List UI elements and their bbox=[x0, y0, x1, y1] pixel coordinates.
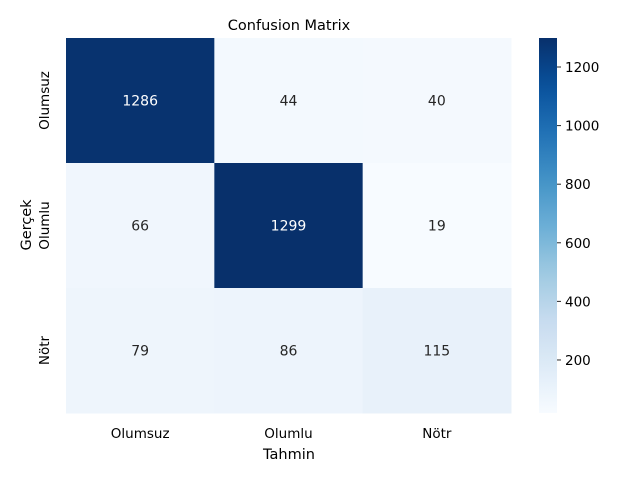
x-tick-labels: Olumsuz Olumlu Nötr bbox=[111, 426, 452, 442]
y-tick-label: Olumlu bbox=[37, 201, 53, 249]
chart-title: Confusion Matrix bbox=[228, 18, 351, 34]
heatmap-cell bbox=[214, 288, 364, 414]
colorbar-tick-label: 800 bbox=[565, 177, 591, 193]
cell-value-label: 1286 bbox=[122, 94, 158, 110]
heatmap-cell bbox=[362, 38, 512, 164]
colorbar-gradient bbox=[539, 38, 557, 413]
colorbar-tick-label: 1000 bbox=[565, 119, 599, 135]
colorbar-tick-label: 200 bbox=[565, 353, 591, 369]
cell-value-label: 66 bbox=[131, 219, 149, 235]
cell-value-label: 1299 bbox=[271, 219, 307, 235]
y-axis-label: Gerçek bbox=[19, 199, 35, 251]
heatmap-cell bbox=[66, 288, 215, 414]
cell-value-label: 79 bbox=[131, 344, 149, 360]
y-tick-label: Nötr bbox=[37, 335, 53, 365]
heatmap-annotations: 1286 44 40 66 1299 19 79 86 115 bbox=[122, 94, 450, 360]
x-tick-label: Olumsuz bbox=[111, 426, 170, 442]
x-axis-label: Tahmin bbox=[262, 447, 315, 463]
x-tick-label: Olumlu bbox=[264, 426, 312, 442]
colorbar-tick-label: 1200 bbox=[565, 60, 599, 76]
colorbar-tick-label: 600 bbox=[565, 236, 591, 252]
heatmap-cells bbox=[66, 38, 512, 414]
heatmap-cell bbox=[362, 288, 512, 414]
heatmap-cell bbox=[362, 163, 512, 289]
heatmap-cell bbox=[66, 163, 215, 289]
colorbar: 200 400 600 800 1000 1200 bbox=[539, 38, 599, 413]
colorbar-tick-label: 400 bbox=[565, 294, 591, 310]
cell-value-label: 115 bbox=[423, 344, 450, 360]
heatmap-cell bbox=[214, 38, 364, 164]
heatmap-cell bbox=[214, 163, 364, 289]
x-tick-label: Nötr bbox=[422, 426, 452, 442]
cell-value-label: 86 bbox=[280, 344, 298, 360]
cell-value-label: 40 bbox=[428, 94, 446, 110]
cell-value-label: 19 bbox=[428, 219, 446, 235]
y-tick-labels: Olumsuz Olumlu Nötr bbox=[37, 71, 53, 365]
heatmap-cell bbox=[66, 38, 215, 164]
y-tick-label: Olumsuz bbox=[37, 71, 53, 130]
cell-value-label: 44 bbox=[280, 94, 298, 110]
